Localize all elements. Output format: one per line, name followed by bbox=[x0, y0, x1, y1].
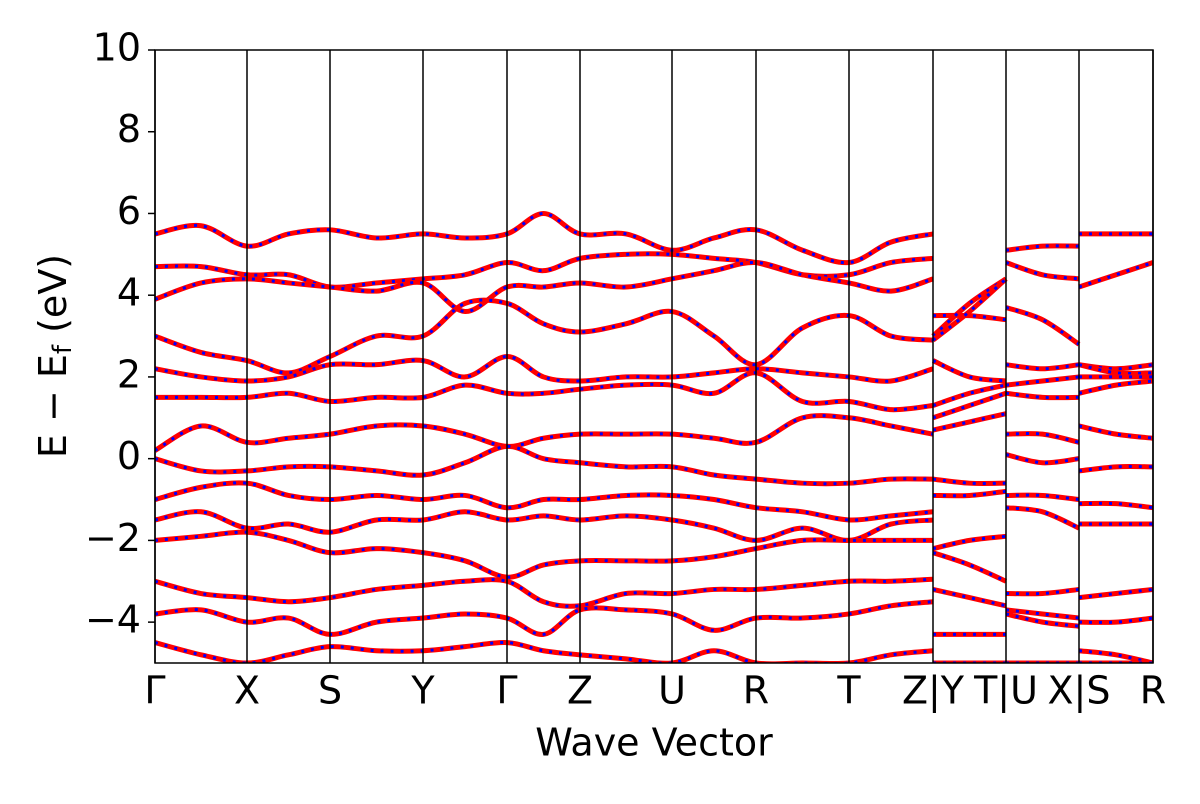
band-overlay bbox=[155, 600, 1153, 663]
band-overlay bbox=[155, 298, 1153, 383]
x-tick-label: Γ bbox=[144, 669, 165, 713]
band-line bbox=[155, 353, 1153, 408]
x-tick-label: R bbox=[743, 669, 769, 713]
band-line bbox=[155, 297, 1153, 384]
x-tick-label: Y bbox=[410, 669, 435, 713]
y-label-end: (eV) bbox=[31, 254, 75, 345]
x-tick-label: T|U bbox=[973, 669, 1038, 714]
band-line bbox=[155, 529, 1153, 601]
y-tick-label: 10 bbox=[93, 26, 141, 70]
plot-frame bbox=[154, 49, 1154, 664]
x-tick-label: U bbox=[658, 669, 686, 713]
band-line bbox=[155, 210, 1153, 323]
plot-area bbox=[155, 210, 1153, 663]
band-overlay bbox=[155, 481, 1153, 522]
band-line bbox=[155, 251, 1153, 338]
x-tick-label: X|S bbox=[1048, 669, 1111, 714]
y-label-sub: f bbox=[48, 344, 78, 354]
x-tick-label: T bbox=[836, 669, 861, 713]
band-overlay bbox=[155, 530, 1153, 600]
band-line bbox=[155, 599, 1153, 663]
band-line bbox=[155, 480, 1153, 523]
band-line bbox=[155, 411, 1153, 453]
x-tick-label: Z|Y bbox=[902, 669, 965, 714]
x-tick-label: Z bbox=[567, 669, 593, 713]
y-tick-label: 6 bbox=[117, 189, 141, 233]
x-tick-label: R bbox=[1140, 669, 1166, 713]
y-tick-label: 0 bbox=[117, 434, 141, 478]
y-tick-label: 4 bbox=[117, 271, 141, 315]
x-tick-label: S bbox=[318, 669, 342, 713]
y-tick-label: −2 bbox=[85, 516, 141, 560]
y-label-main: E − E bbox=[31, 354, 75, 458]
band-overlay bbox=[155, 261, 1153, 371]
band-overlay bbox=[155, 371, 1153, 420]
y-tick-label: 8 bbox=[117, 107, 141, 151]
band-overlay bbox=[155, 252, 1153, 338]
x-tick-label: Γ bbox=[496, 669, 517, 713]
x-tick-label: X bbox=[234, 669, 260, 713]
band-line bbox=[155, 443, 1153, 487]
y-axis-label: E − Ef (eV) bbox=[31, 254, 78, 458]
y-tick-label: 2 bbox=[117, 352, 141, 396]
band-line bbox=[155, 576, 1153, 625]
x-axis-label: Wave Vector bbox=[535, 721, 773, 765]
band-line bbox=[155, 505, 1153, 552]
y-tick-label: −4 bbox=[85, 598, 141, 642]
band-overlay bbox=[155, 577, 1153, 624]
band-line bbox=[155, 639, 1153, 663]
